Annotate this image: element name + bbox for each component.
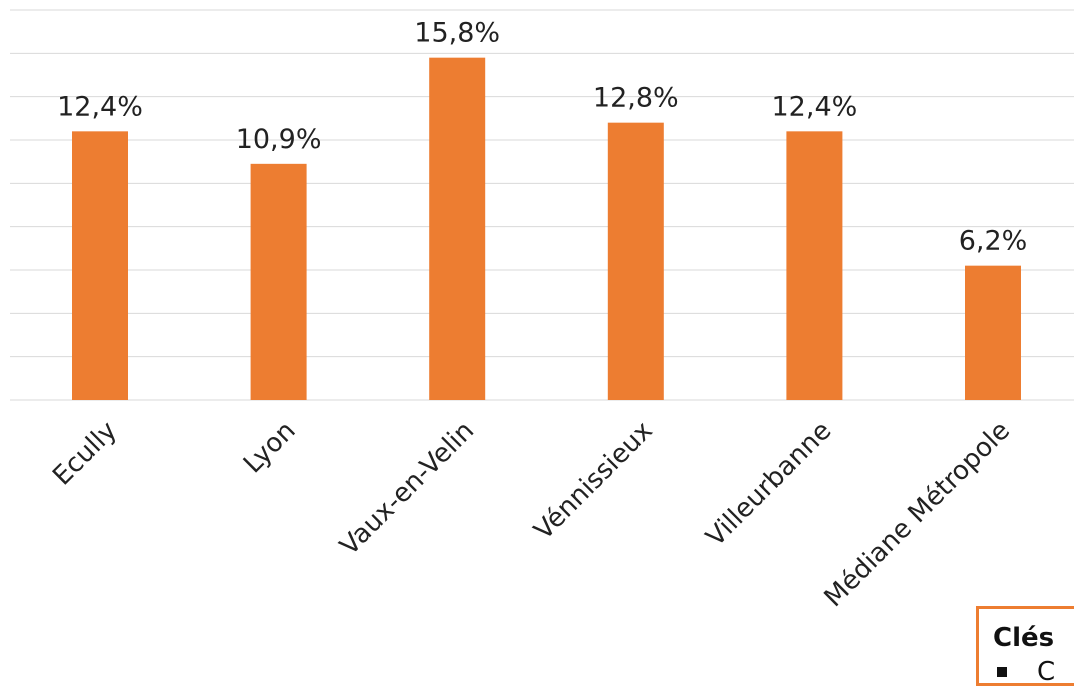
key-box: Clés C xyxy=(976,606,1074,687)
data-label: 6,2% xyxy=(959,226,1028,257)
data-label: 10,9% xyxy=(236,124,322,155)
bullet-icon xyxy=(997,667,1007,677)
bar xyxy=(72,131,128,401)
bars xyxy=(72,57,1021,401)
category-tick-label: Ecully xyxy=(47,416,123,492)
category-tick-label: Vaux-en-Velin xyxy=(334,416,480,562)
bar xyxy=(429,57,486,401)
data-label: 12,4% xyxy=(57,91,143,122)
bar xyxy=(607,122,664,401)
category-tick-label: Vénnissieux xyxy=(529,416,659,546)
category-tick-label: Villeurbanne xyxy=(701,416,838,553)
data-labels: 12,4% 10,9% 15,8% 12,8% 12,4% 6,2% xyxy=(57,18,1027,257)
data-label: 15,8% xyxy=(414,18,500,49)
data-label: 12,4% xyxy=(772,91,858,122)
category-tick-label: Lyon xyxy=(238,416,302,480)
bar xyxy=(786,131,843,401)
gridlines xyxy=(10,9,1074,401)
data-label: 12,8% xyxy=(593,83,679,114)
bar xyxy=(965,265,1021,400)
category-tick-label: Médiane Métropole xyxy=(819,416,1016,613)
bar xyxy=(250,163,307,400)
key-title: Clés xyxy=(993,623,1055,653)
key-item: C xyxy=(1037,657,1056,687)
bar-chart: 12,4% 10,9% 15,8% 12,8% 12,4% 6,2% Ecully Lyon… xyxy=(10,9,1074,613)
category-tick-labels: Ecully Lyon Vaux-en-Velin Vénnissieux Villeu… xyxy=(47,416,1016,613)
